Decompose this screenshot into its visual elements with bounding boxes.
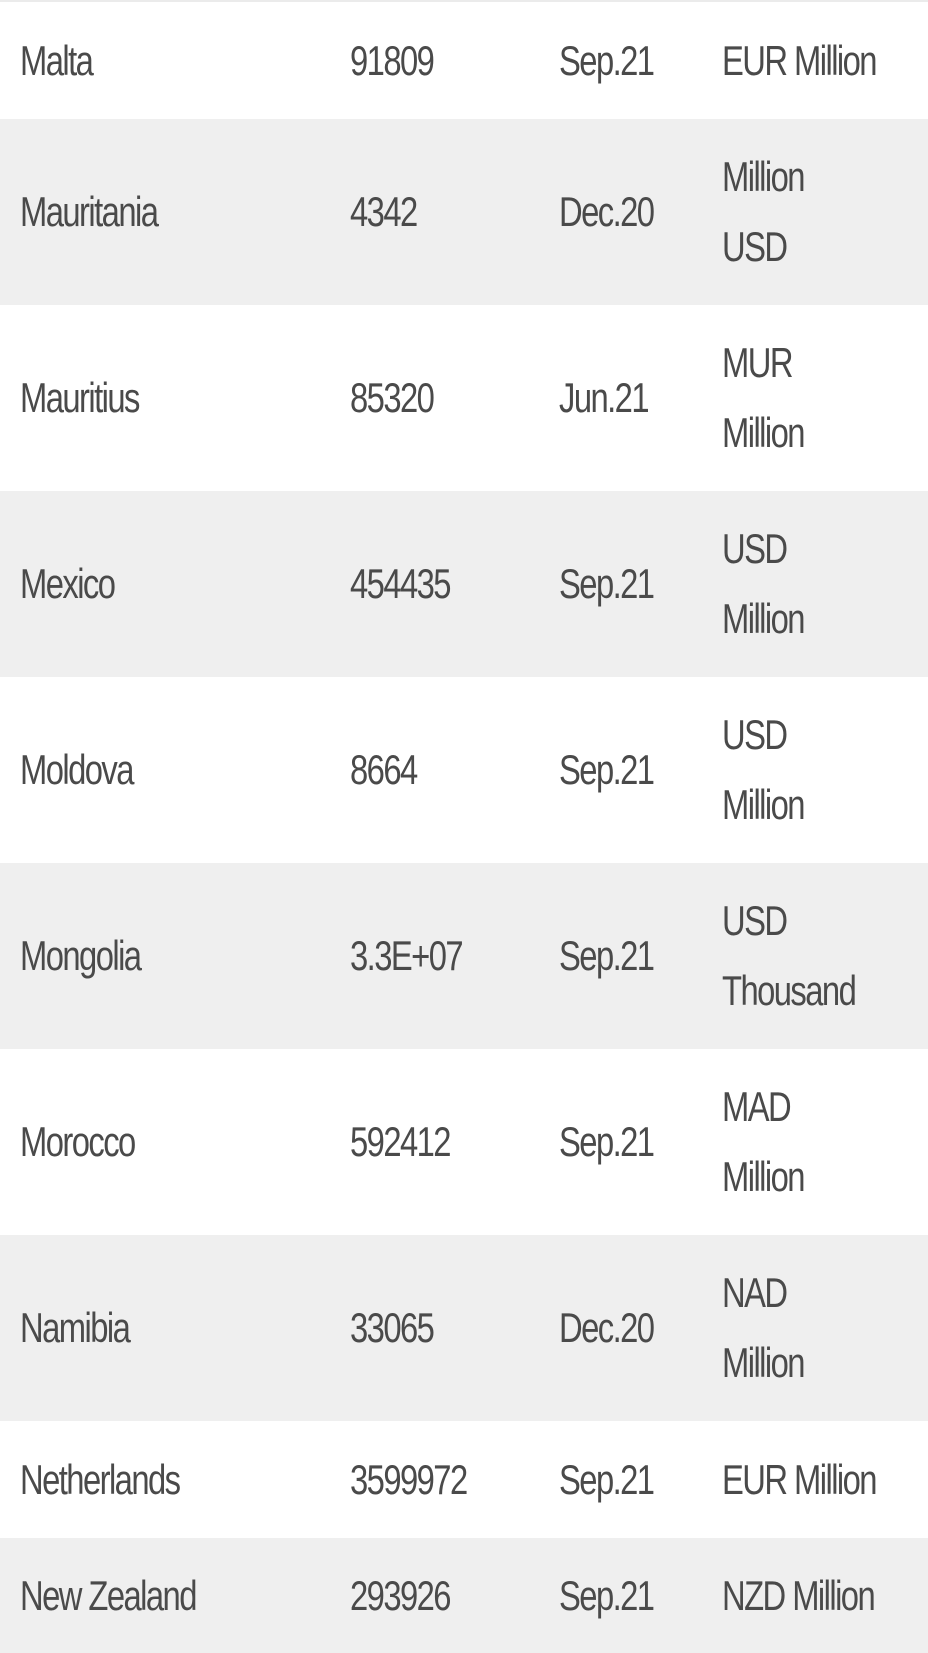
date-cell: Jun.21	[559, 374, 650, 421]
unit-cell: USD Million	[722, 525, 805, 642]
country-cell: Mexico	[20, 560, 116, 607]
table-row: Namibia 33065 Dec.20 NAD Million	[0, 1235, 928, 1421]
value-cell: 33065	[350, 1304, 435, 1351]
value-cell: 91809	[350, 36, 435, 84]
unit-cell: USD Million	[722, 711, 805, 828]
unit-cell: EUR Million	[722, 1455, 878, 1503]
unit-cell: NAD Million	[722, 1269, 805, 1386]
country-cell: New Zealand	[20, 1571, 197, 1619]
table-row: Malta 91809 Sep.21 EUR Million	[0, 2, 928, 119]
country-cell: Moldova	[20, 746, 134, 793]
country-cell: Mauritania	[20, 188, 159, 235]
table-row: Moldova 8664 Sep.21 USD Million	[0, 677, 928, 863]
country-cell: Malta	[20, 36, 94, 84]
value-cell: 3599972	[350, 1455, 468, 1503]
table-row: Morocco 592412 Sep.21 MAD Million	[0, 1049, 928, 1235]
value-cell: 293926	[350, 1571, 452, 1619]
date-cell: Dec.20	[559, 1304, 655, 1351]
value-cell: 4342	[350, 188, 418, 235]
unit-cell: USD Thousand	[722, 897, 857, 1014]
unit-cell: EUR Million	[722, 36, 878, 84]
country-cell: Netherlands	[20, 1455, 181, 1503]
unit-cell: MUR Million	[722, 339, 805, 456]
table-row: Mauritania 4342 Dec.20 Million USD	[0, 119, 928, 305]
value-cell: 454435	[350, 560, 452, 607]
date-cell: Sep.21	[559, 746, 655, 793]
country-cell: Mongolia	[20, 932, 142, 979]
table-row: New Zealand 293926 Sep.21 NZD Million	[0, 1538, 928, 1653]
date-cell: Sep.21	[559, 1455, 655, 1503]
table-row: Mexico 454435 Sep.21 USD Million	[0, 491, 928, 677]
value-cell: 3.3E+07	[350, 932, 464, 979]
country-cell: Namibia	[20, 1304, 131, 1351]
value-cell: 8664	[350, 746, 418, 793]
unit-cell: MAD Million	[722, 1083, 805, 1200]
table-row: Mauritius 85320 Jun.21 MUR Million	[0, 305, 928, 491]
unit-cell: NZD Million	[722, 1571, 876, 1619]
date-cell: Sep.21	[559, 1118, 655, 1165]
table-row: Netherlands 3599972 Sep.21 EUR Million	[0, 1421, 928, 1538]
country-cell: Morocco	[20, 1118, 136, 1165]
table-row: Mongolia 3.3E+07 Sep.21 USD Thousand	[0, 863, 928, 1049]
date-cell: Sep.21	[559, 36, 655, 84]
value-cell: 592412	[350, 1118, 452, 1165]
date-cell: Sep.21	[559, 1571, 655, 1619]
value-cell: 85320	[350, 374, 435, 421]
country-cell: Mauritius	[20, 374, 140, 421]
date-cell: Dec.20	[559, 188, 655, 235]
date-cell: Sep.21	[559, 932, 655, 979]
unit-cell: Million USD	[722, 153, 805, 270]
date-cell: Sep.21	[559, 560, 655, 607]
